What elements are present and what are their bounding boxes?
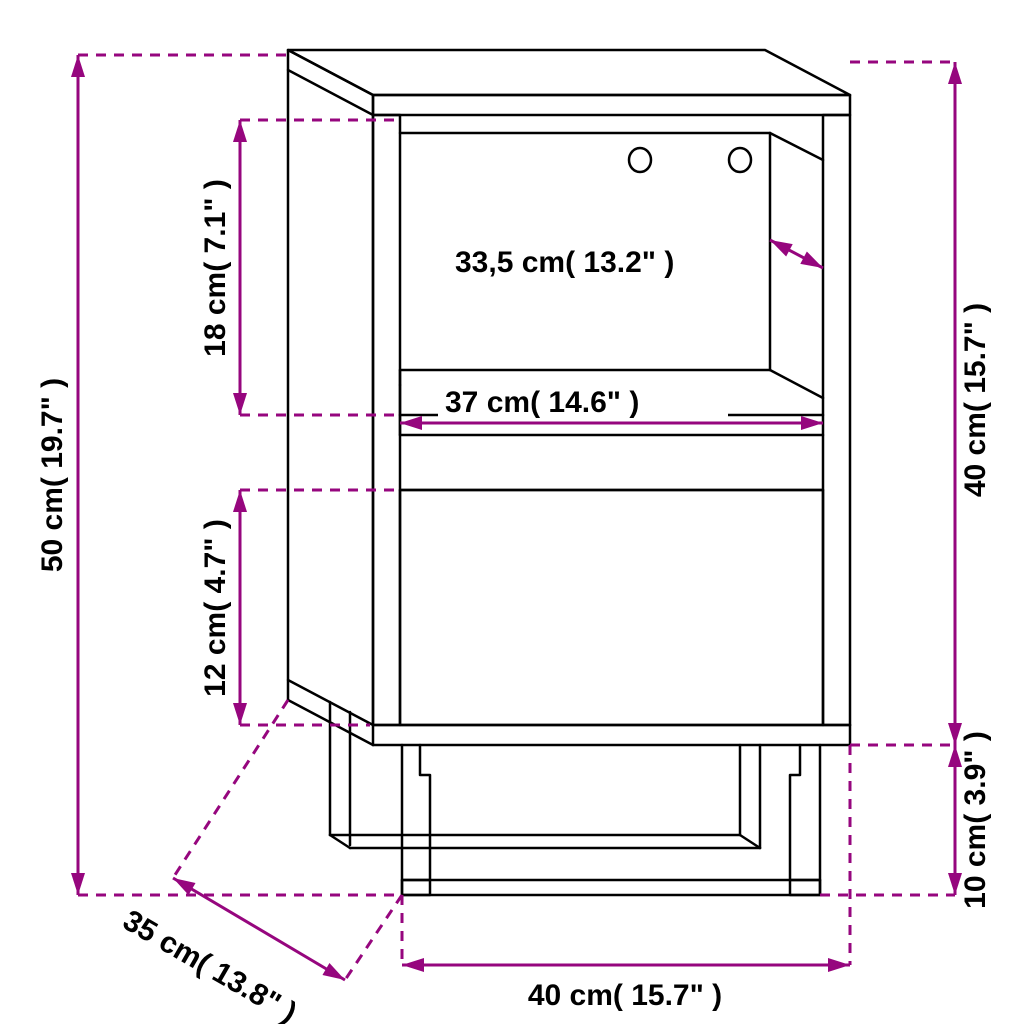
dim-leg-height: 10 cm( 3.9" ) [820,731,992,909]
dim-inner-width: 37 cm( 14.6" ) [400,380,823,430]
dim-shelf-opening: 18 cm( 7.1" ) [199,120,395,415]
label-body-height: 40 cm( 15.7" ) [959,303,992,497]
label-total-height: 50 cm( 19.7" ) [36,378,69,572]
dim-depth: 35 cm( 13.8" ) [117,700,402,1024]
label-depth: 35 cm( 13.8" ) [117,904,302,1024]
label-inner-depth: 33,5 cm( 13.2" ) [455,246,674,279]
label-inner-width: 37 cm( 14.6" ) [445,386,639,419]
dim-body-height: 40 cm( 15.7" ) [850,62,992,745]
label-drawer-height: 12 cm( 4.7" ) [199,519,232,697]
cabinet-drawing [288,50,850,895]
dim-width: 40 cm( 15.7" ) [402,745,850,1012]
dim-drawer-height: 12 cm( 4.7" ) [199,490,395,725]
label-leg-height: 10 cm( 3.9" ) [959,731,992,909]
label-shelf-opening: 18 cm( 7.1" ) [199,179,232,357]
label-width: 40 cm( 15.7" ) [528,979,722,1012]
